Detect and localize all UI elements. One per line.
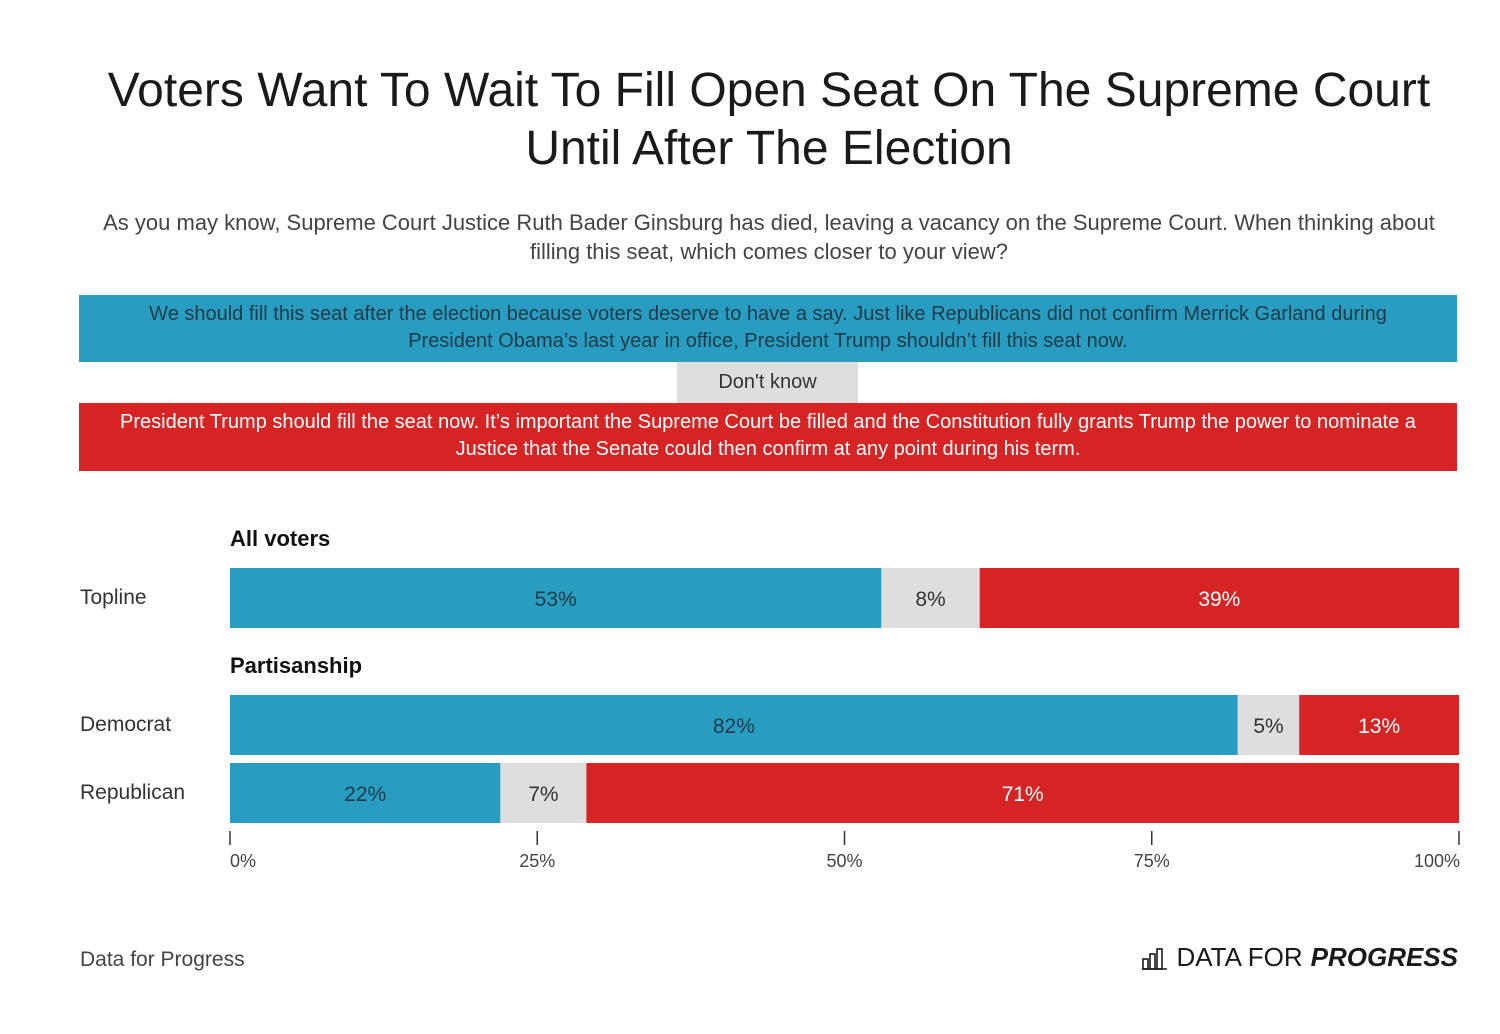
row-label-republican: Republican <box>80 781 186 804</box>
bar-chart-icon <box>1142 947 1168 970</box>
bar-republican-fill-now <box>586 763 1459 823</box>
data-label-topline-fill-now: 39% <box>1198 588 1240 611</box>
x-tick-label-0: 0% <box>230 851 256 871</box>
group-label-all-voters: All voters <box>230 526 331 551</box>
bar-topline-after-election <box>230 568 882 628</box>
data-label-democrat-fill-now: 13% <box>1358 715 1400 738</box>
legend-dont-know: Don't know <box>677 362 858 403</box>
brand-logo-regular: DATA FOR <box>1176 942 1303 972</box>
source-label: Data for Progress <box>80 948 245 971</box>
row-label-democrat: Democrat <box>80 713 172 736</box>
group-label-partisanship: Partisanship <box>230 653 363 678</box>
bar-topline-fill-now <box>979 568 1459 628</box>
bar-topline-dont-know <box>881 568 980 628</box>
chart-title: Voters Want To Wait To Fill Open Seat On… <box>107 64 1431 175</box>
bar-republican-dont-know <box>500 763 587 823</box>
bar-republican-after-election <box>230 763 501 823</box>
data-label-topline-dont-know: 8% <box>915 588 945 611</box>
chart-subtitle: As you may know, Supreme Court Justice R… <box>103 210 1435 264</box>
bar-democrat-after-election <box>230 695 1238 755</box>
data-label-republican-fill-now: 71% <box>1002 783 1044 806</box>
data-label-democrat-after-election: 82% <box>713 715 755 738</box>
legend-fill-now: President Trump should fill the seat now… <box>79 403 1457 471</box>
brand-logo: DATA FOR PROGRESS <box>1142 942 1458 973</box>
data-label-republican-dont-know: 7% <box>528 783 558 806</box>
x-tick-label-25: 25% <box>519 851 555 871</box>
bar-democrat-dont-know <box>1237 695 1300 755</box>
x-tick-label-75: 75% <box>1134 851 1170 871</box>
data-label-republican-after-election: 22% <box>344 783 386 806</box>
x-tick-label-50: 50% <box>826 851 862 871</box>
legend-after-election: We should fill this seat after the elect… <box>79 295 1457 362</box>
row-label-topline: Topline <box>80 586 147 609</box>
data-label-democrat-dont-know: 5% <box>1253 715 1283 738</box>
x-tick-label-100: 100% <box>1414 851 1460 871</box>
brand-logo-bold: PROGRESS <box>1310 942 1458 972</box>
bar-democrat-fill-now <box>1299 695 1459 755</box>
data-label-topline-after-election: 53% <box>535 588 577 611</box>
